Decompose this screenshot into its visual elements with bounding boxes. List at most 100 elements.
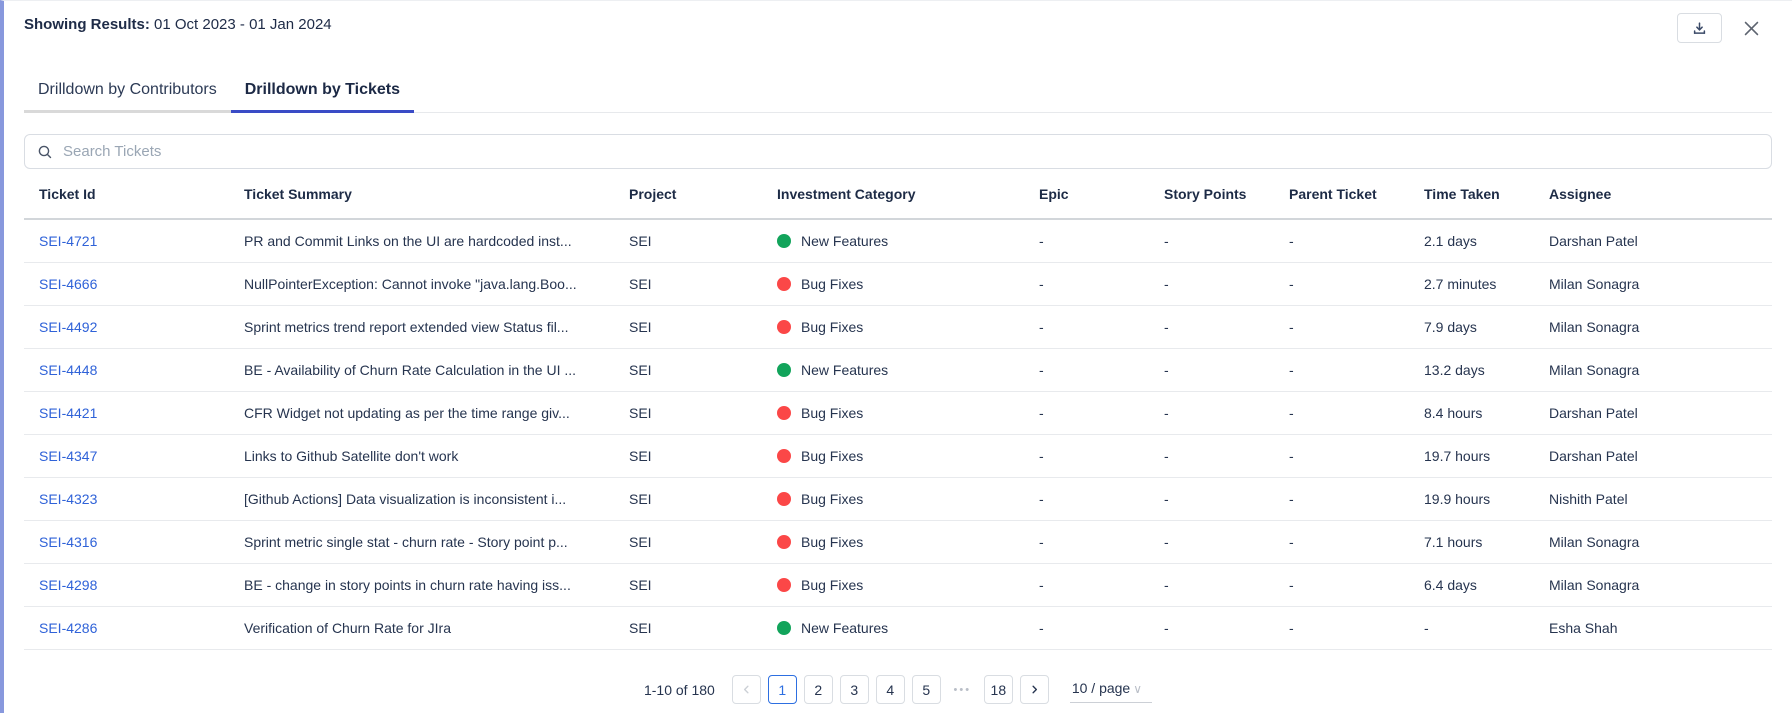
showing-results-label: Showing Results: bbox=[24, 16, 150, 33]
category-dot-icon bbox=[777, 406, 791, 420]
ticket-id-cell: SEI-4421 bbox=[24, 405, 244, 421]
page-number-button[interactable]: 4 bbox=[875, 675, 905, 704]
assignee-cell: Darshan Patel bbox=[1549, 448, 1638, 464]
tab-drilldown-by-tickets[interactable]: Drilldown by Tickets bbox=[230, 81, 415, 113]
ticket-id-cell: SEI-4286 bbox=[24, 620, 244, 636]
ticket-id-link[interactable]: SEI-4721 bbox=[39, 233, 98, 249]
ticket-id-link[interactable]: SEI-4298 bbox=[39, 577, 98, 593]
epic-cell: - bbox=[1039, 276, 1044, 292]
page-size-label: 10 / page bbox=[1071, 680, 1131, 696]
category-label: Bug Fixes bbox=[801, 405, 864, 421]
ticket-summary-cell: PR and Commit Links on the UI are hardco… bbox=[244, 233, 572, 249]
story-points-cell: - bbox=[1164, 620, 1169, 636]
header-actions bbox=[1677, 13, 1772, 43]
ticket-id-cell: SEI-4347 bbox=[24, 448, 244, 464]
ticket-id-link[interactable]: SEI-4421 bbox=[39, 405, 98, 421]
parent-ticket-cell: - bbox=[1289, 491, 1294, 507]
table-header-row: Ticket Id Ticket Summary Project Investment… bbox=[24, 169, 1772, 220]
parent-ticket-cell: - bbox=[1289, 233, 1294, 249]
ticket-id-link[interactable]: SEI-4286 bbox=[39, 620, 98, 636]
pagination: 1-10 of 180 1 2 3 4 5 ••• 18 10 / page ∨ bbox=[24, 675, 1772, 704]
table-row: SEI-4316 Sprint metric single stat - chu… bbox=[24, 521, 1772, 564]
ticket-id-link[interactable]: SEI-4666 bbox=[39, 276, 98, 292]
assignee-cell: Milan Sonagra bbox=[1549, 577, 1640, 593]
category-label: Bug Fixes bbox=[801, 534, 864, 550]
project-cell: SEI bbox=[629, 405, 652, 421]
epic-cell: - bbox=[1039, 405, 1044, 421]
ticket-id-cell: SEI-4448 bbox=[24, 362, 244, 378]
category-dot-icon bbox=[777, 578, 791, 592]
page-number-button[interactable]: 2 bbox=[803, 675, 833, 704]
column-header: Time Taken bbox=[1424, 185, 1500, 202]
ticket-id-cell: SEI-4298 bbox=[24, 577, 244, 593]
page-number-button[interactable]: 18 bbox=[983, 675, 1013, 704]
category-label: Bug Fixes bbox=[801, 448, 864, 464]
story-points-cell: - bbox=[1164, 534, 1169, 550]
tickets-table: Ticket Id Ticket Summary Project Investment… bbox=[24, 169, 1772, 650]
epic-cell: - bbox=[1039, 448, 1044, 464]
story-points-cell: - bbox=[1164, 405, 1169, 421]
time-taken-cell: 8.4 hours bbox=[1424, 405, 1483, 421]
epic-cell: - bbox=[1039, 491, 1044, 507]
investment-category-cell: Bug Fixes bbox=[777, 491, 1039, 507]
column-header: Ticket Id bbox=[39, 185, 96, 202]
pagination-ellipsis[interactable]: ••• bbox=[948, 675, 977, 704]
category-label: Bug Fixes bbox=[801, 577, 864, 593]
epic-cell: - bbox=[1039, 534, 1044, 550]
story-points-cell: - bbox=[1164, 319, 1169, 335]
ticket-id-link[interactable]: SEI-4448 bbox=[39, 362, 98, 378]
column-header: Investment Category bbox=[777, 185, 916, 202]
parent-ticket-cell: - bbox=[1289, 405, 1294, 421]
ticket-summary-cell: Links to Github Satellite don't work bbox=[244, 448, 459, 464]
pagination-summary: 1-10 of 180 bbox=[643, 681, 715, 698]
page-number-button[interactable]: 5 bbox=[911, 675, 941, 704]
search-icon bbox=[37, 144, 53, 160]
close-button[interactable] bbox=[1738, 15, 1764, 41]
investment-category-cell: Bug Fixes bbox=[777, 405, 1039, 421]
investment-category-cell: New Features bbox=[777, 620, 1039, 636]
download-icon bbox=[1692, 21, 1707, 36]
table-row: SEI-4721 PR and Commit Links on the UI a… bbox=[24, 220, 1772, 263]
column-header: Assignee bbox=[1549, 185, 1612, 202]
table-body: SEI-4721 PR and Commit Links on the UI a… bbox=[24, 220, 1772, 650]
story-points-cell: - bbox=[1164, 577, 1169, 593]
project-cell: SEI bbox=[629, 233, 652, 249]
epic-cell: - bbox=[1039, 577, 1044, 593]
page-size-select[interactable]: 10 / page ∨ bbox=[1069, 676, 1153, 703]
ticket-id-cell: SEI-4316 bbox=[24, 534, 244, 550]
tab-drilldown-by-contributors[interactable]: Drilldown by Contributors bbox=[24, 81, 231, 113]
time-taken-cell: 19.7 hours bbox=[1424, 448, 1491, 464]
story-points-cell: - bbox=[1164, 233, 1169, 249]
tab-bar: Drilldown by Contributors Drilldown by Ti… bbox=[24, 73, 1772, 113]
table-row: SEI-4347 Links to Github Satellite don't… bbox=[24, 435, 1772, 478]
search-row bbox=[24, 134, 1772, 169]
ticket-id-cell: SEI-4666 bbox=[24, 276, 244, 292]
page-number-button-active[interactable]: 1 bbox=[767, 675, 797, 704]
investment-category-cell: New Features bbox=[777, 233, 1039, 249]
epic-cell: - bbox=[1039, 319, 1044, 335]
ticket-id-link[interactable]: SEI-4492 bbox=[39, 319, 98, 335]
ticket-summary-cell: NullPointerException: Cannot invoke "jav… bbox=[244, 276, 577, 292]
time-taken-cell: 13.2 days bbox=[1424, 362, 1485, 378]
ticket-id-link[interactable]: SEI-4323 bbox=[39, 491, 98, 507]
column-header: Epic bbox=[1039, 185, 1069, 202]
time-taken-cell: - bbox=[1424, 620, 1429, 636]
assignee-cell: Milan Sonagra bbox=[1549, 534, 1640, 550]
ticket-id-link[interactable]: SEI-4316 bbox=[39, 534, 98, 550]
epic-cell: - bbox=[1039, 620, 1044, 636]
pagination-prev-button[interactable] bbox=[731, 675, 761, 704]
download-button[interactable] bbox=[1677, 13, 1722, 43]
chevron-right-icon bbox=[1029, 684, 1040, 695]
page-number-button[interactable]: 3 bbox=[839, 675, 869, 704]
date-range-value: 01 Oct 2023 - 01 Jan 2024 bbox=[154, 16, 332, 33]
category-label: New Features bbox=[801, 362, 889, 378]
ticket-id-link[interactable]: SEI-4347 bbox=[39, 448, 98, 464]
category-dot-icon bbox=[777, 320, 791, 334]
time-taken-cell: 2.1 days bbox=[1424, 233, 1477, 249]
project-cell: SEI bbox=[629, 448, 652, 464]
search-input[interactable] bbox=[63, 143, 1759, 160]
investment-category-cell: Bug Fixes bbox=[777, 534, 1039, 550]
parent-ticket-cell: - bbox=[1289, 534, 1294, 550]
pagination-next-button[interactable] bbox=[1019, 675, 1049, 704]
